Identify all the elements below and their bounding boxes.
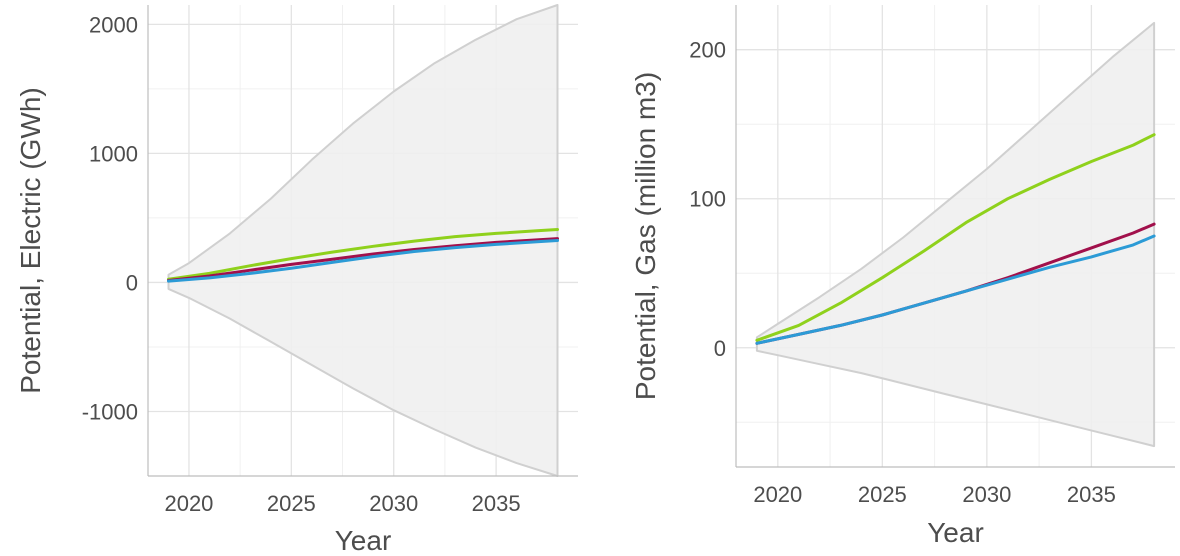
x-tick-label: 2025 <box>858 482 907 507</box>
chart-gas: 2020 2025 2030 2035 0 100 200 Year Potential, Ga… <box>630 5 1175 548</box>
y-tick-label: 0 <box>714 336 726 361</box>
y-tick-label: 1000 <box>89 141 138 166</box>
x-tick-label: 2035 <box>472 491 521 516</box>
x-axis-title: Year <box>927 517 984 548</box>
x-tick-label: 2030 <box>369 491 418 516</box>
y-axis-title: Potential, Electric (GWh) <box>15 87 46 394</box>
series-line-0 <box>167 228 559 281</box>
x-tick-label: 2030 <box>962 482 1011 507</box>
series-line-0 <box>755 133 1156 342</box>
x-tick-label: 2025 <box>267 491 316 516</box>
y-tick-label: 200 <box>689 38 726 63</box>
uncertainty-band <box>167 4 559 477</box>
series-line-2 <box>167 239 559 283</box>
uncertainty-band <box>755 21 1156 448</box>
y-tick-label: -1000 <box>82 399 138 424</box>
x-tick-label: 2035 <box>1067 482 1116 507</box>
x-tick-label: 2020 <box>753 482 802 507</box>
x-tick-label: 2020 <box>164 491 213 516</box>
chart-electric: 2020 2025 2030 2035 -1000 0 1000 2000 Year Potent… <box>15 4 578 556</box>
y-tick-label: 0 <box>126 270 138 295</box>
x-axis-title: Year <box>335 525 392 556</box>
series-line-2 <box>755 234 1156 345</box>
y-axis-title: Potential, Gas (million m3) <box>630 72 661 400</box>
y-tick-label: 2000 <box>89 12 138 37</box>
y-tick-label: 100 <box>689 187 726 212</box>
series-line-1 <box>167 237 559 282</box>
